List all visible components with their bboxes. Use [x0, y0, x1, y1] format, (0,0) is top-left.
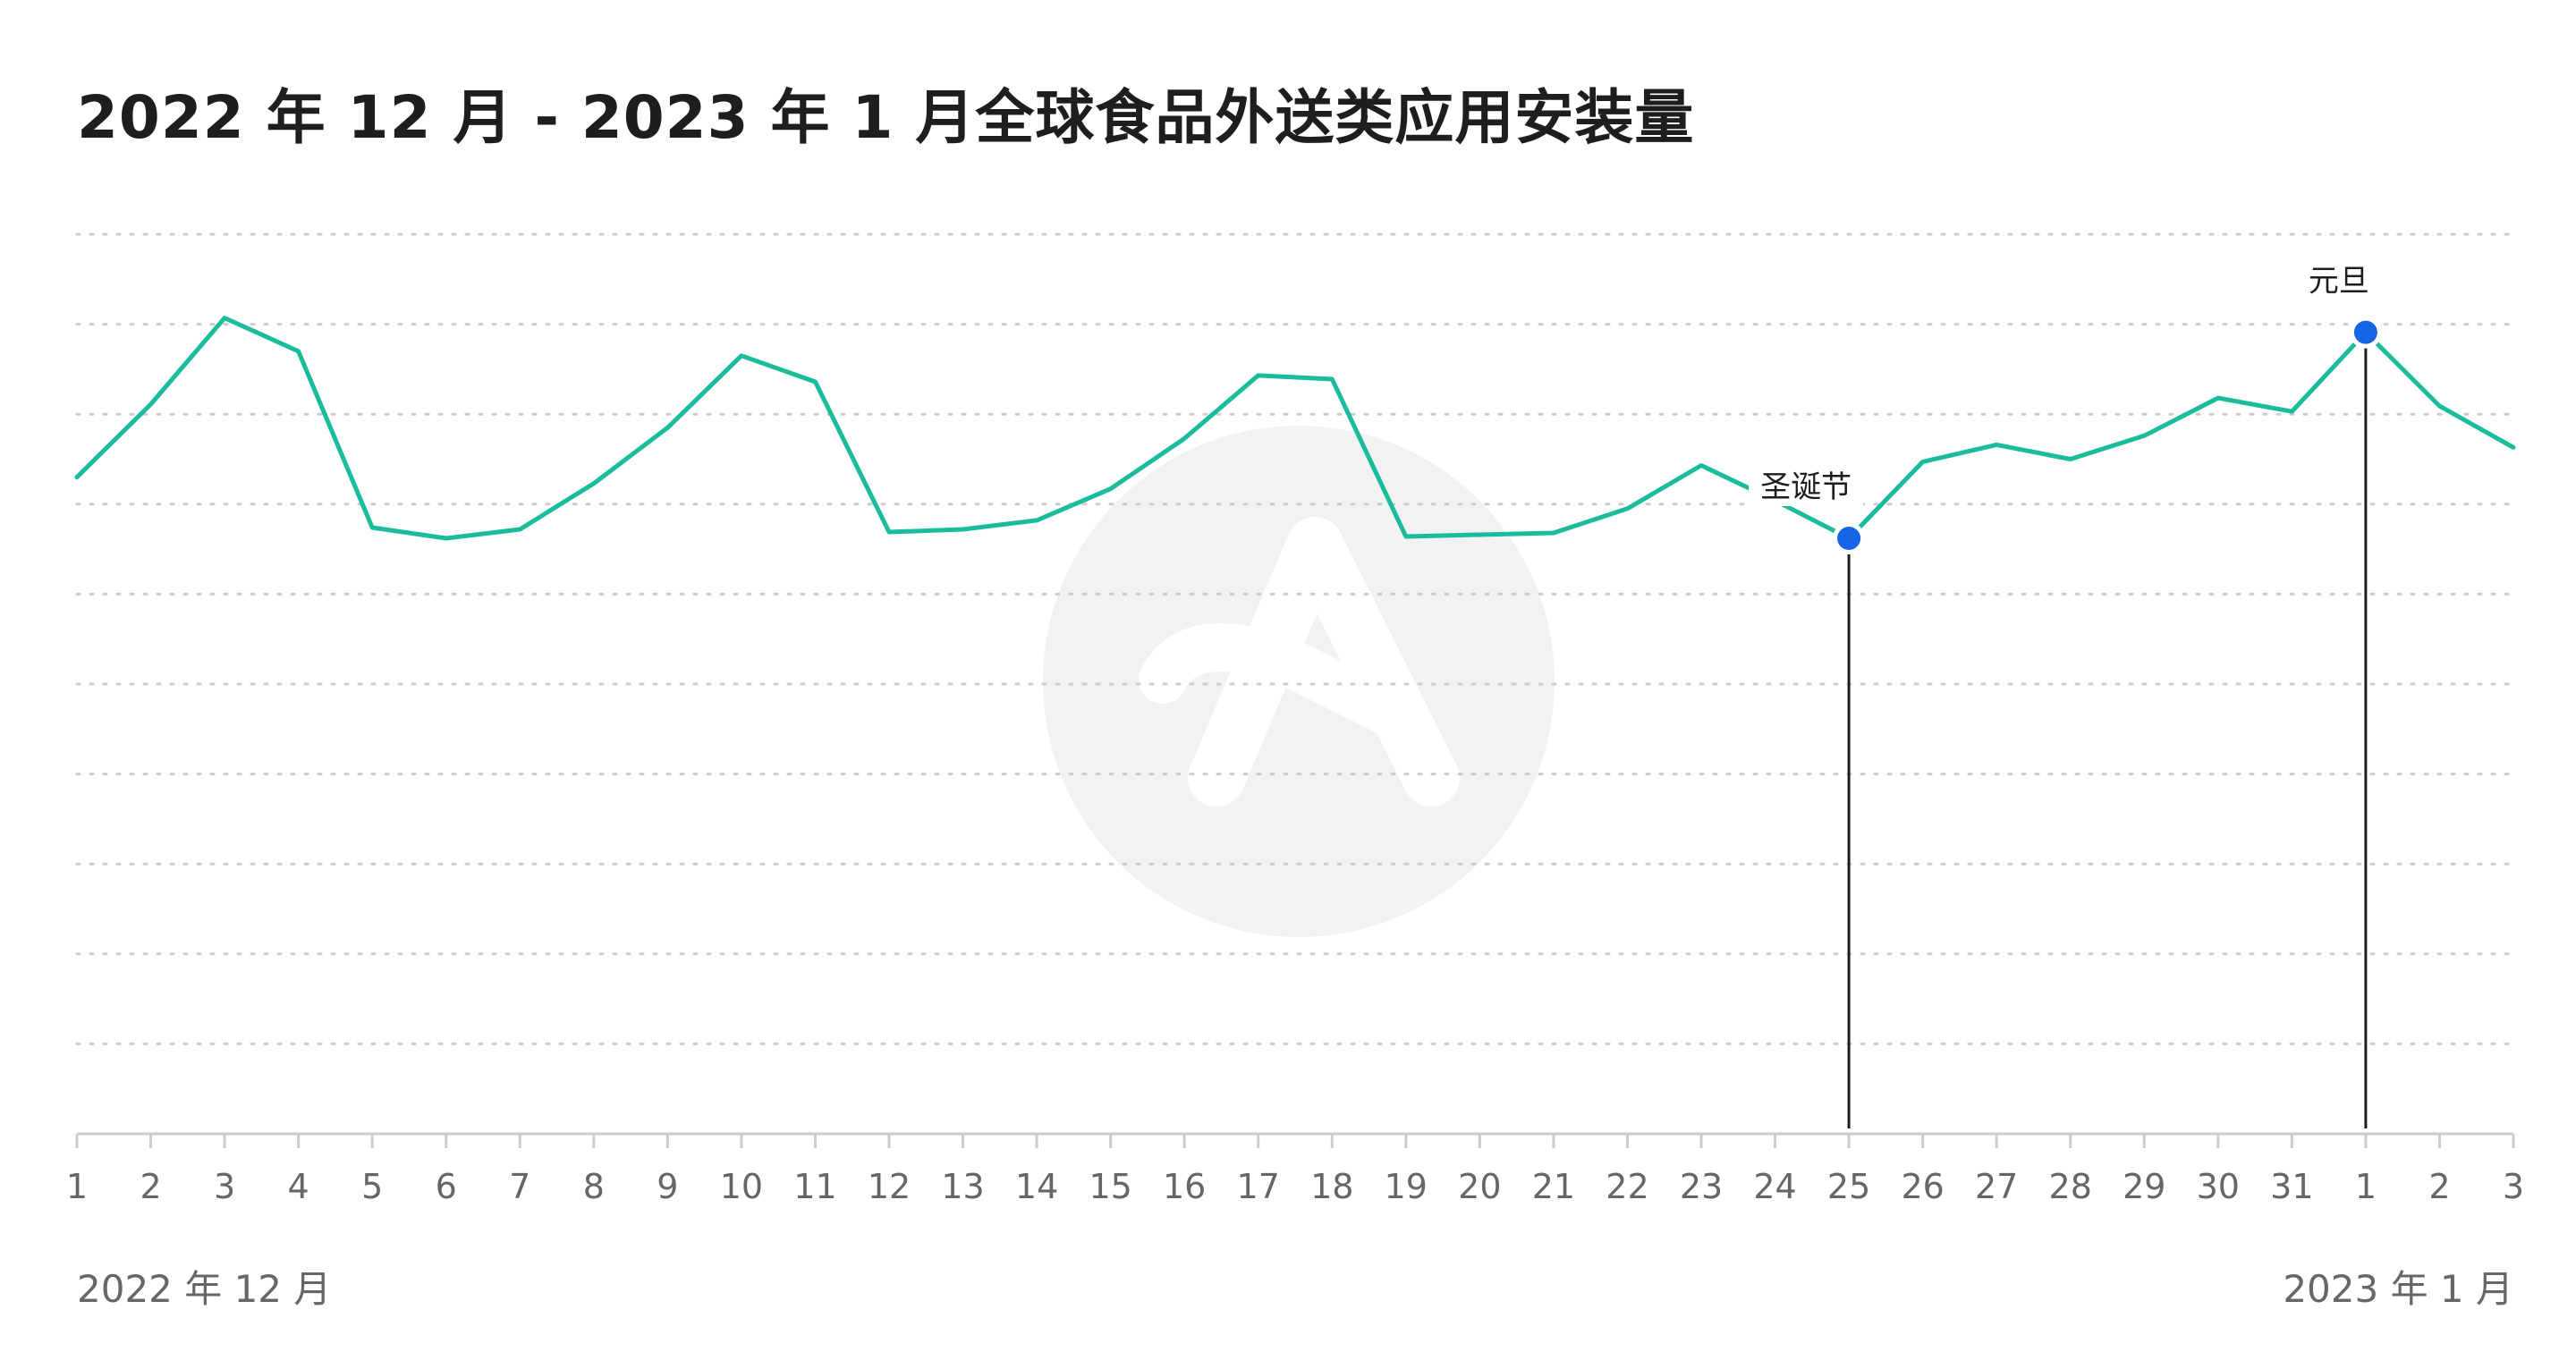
x-tick-label: 25: [1827, 1167, 1870, 1206]
x-tick-label: 16: [1163, 1167, 1206, 1206]
x-tick-label: 29: [2123, 1167, 2165, 1206]
x-tick-label: 3: [2503, 1167, 2524, 1206]
chart-title: 2022 年 12 月 - 2023 年 1 月全球食品外送类应用安装量: [77, 83, 1695, 152]
x-tick-label: 26: [1901, 1167, 1944, 1206]
x-tick-label: 23: [1680, 1167, 1723, 1206]
annotations: 圣诞节 元旦: [1749, 257, 2396, 1128]
x-tick-label: 4: [288, 1167, 309, 1206]
x-tick-label: 1: [66, 1167, 88, 1206]
series-layer: [74, 316, 2516, 541]
x-tick-label: 11: [793, 1167, 836, 1206]
x-tick-label: 1: [2355, 1167, 2377, 1206]
x-tick-label: 30: [2197, 1167, 2240, 1206]
annotation-label: 圣诞节: [1760, 469, 1852, 505]
x-tick-label: 6: [436, 1167, 457, 1206]
x-tick-label: 3: [214, 1167, 235, 1206]
x-tick-label: 19: [1385, 1167, 1428, 1206]
annotation-marker: [1837, 527, 1861, 551]
period-label-end: 2023 年 1 月: [2283, 1267, 2513, 1311]
annotation-marker: [2353, 320, 2377, 344]
x-tick-label: 5: [361, 1167, 383, 1206]
x-tick-label: 2: [140, 1167, 161, 1206]
annotation-label-bg: [1749, 463, 1864, 507]
x-tick-label: 7: [509, 1167, 530, 1206]
x-tick-label: 27: [1975, 1167, 2018, 1206]
period-label-start: 2022 年 12 月: [77, 1267, 331, 1311]
x-tick-label: 18: [1310, 1167, 1353, 1206]
x-tick-label: 21: [1532, 1167, 1575, 1206]
annotation-label: 元旦: [2309, 264, 2369, 300]
x-tick-label: 10: [720, 1167, 763, 1206]
x-tick-label: 15: [1089, 1167, 1131, 1206]
x-tick-label: 20: [1458, 1167, 1501, 1206]
x-tick-label: 13: [941, 1167, 984, 1206]
x-tick-label: 8: [583, 1167, 605, 1206]
grid-lines: [75, 232, 2515, 1045]
watermark-glyph-swoosh: [1139, 623, 1419, 739]
x-tick-label: 2: [2428, 1167, 2450, 1206]
x-tick-label: 31: [2270, 1167, 2313, 1206]
x-tick-label: 22: [1606, 1167, 1648, 1206]
x-tick-label: 12: [868, 1167, 911, 1206]
annotation-label-bg: [2281, 257, 2396, 300]
x-axis: 1 2 3 4 5 6 7 8 9 10 11 12 13 14 15 16 17 18 19 20 21 22 23 24 2…: [66, 1132, 2524, 1206]
x-tick-label: 28: [2049, 1167, 2092, 1206]
series-line: [74, 316, 2516, 541]
watermark-logo: [1043, 426, 1555, 937]
x-tick-label: 9: [657, 1167, 678, 1206]
x-tick-label: 14: [1015, 1167, 1058, 1206]
x-tick-label: 24: [1753, 1167, 1796, 1206]
x-tick-label: 17: [1237, 1167, 1280, 1206]
